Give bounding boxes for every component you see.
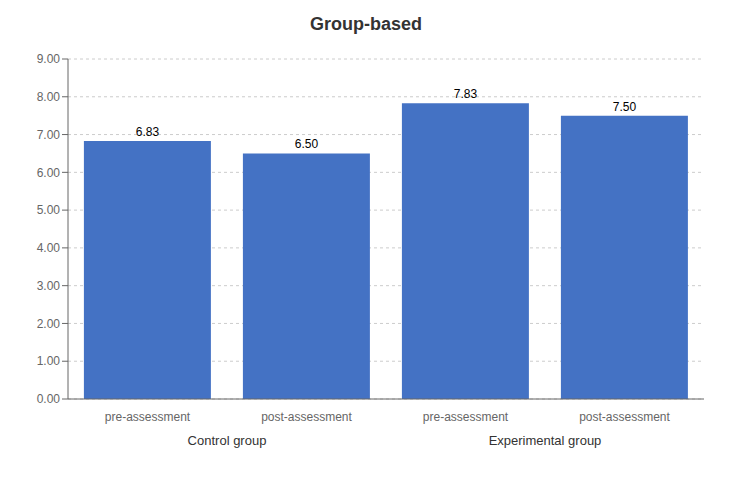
svg-text:7.00: 7.00 (37, 128, 61, 142)
svg-text:8.00: 8.00 (37, 90, 61, 104)
svg-text:3.00: 3.00 (37, 279, 61, 293)
svg-text:5.00: 5.00 (37, 203, 61, 217)
svg-text:6.50: 6.50 (295, 137, 319, 151)
svg-text:Experimental group: Experimental group (489, 433, 602, 448)
svg-text:Control group: Control group (188, 433, 267, 448)
svg-text:7.83: 7.83 (454, 87, 478, 101)
svg-text:post-assessment: post-assessment (579, 410, 670, 424)
svg-text:2.00: 2.00 (37, 317, 61, 331)
svg-text:4.00: 4.00 (37, 241, 61, 255)
svg-text:1.00: 1.00 (37, 354, 61, 368)
svg-text:pre-assessment: pre-assessment (423, 410, 509, 424)
svg-text:6.83: 6.83 (136, 125, 160, 139)
html-text:Group-based: Group-based (310, 14, 422, 34)
svg-text:7.50: 7.50 (613, 100, 637, 114)
svg-text:9.00: 9.00 (37, 52, 61, 66)
svg-text:pre-assessment: pre-assessment (105, 410, 191, 424)
svg-text:post-assessment: post-assessment (261, 410, 352, 424)
svg-text:6.00: 6.00 (37, 166, 61, 180)
svg-text:0.00: 0.00 (37, 392, 61, 406)
